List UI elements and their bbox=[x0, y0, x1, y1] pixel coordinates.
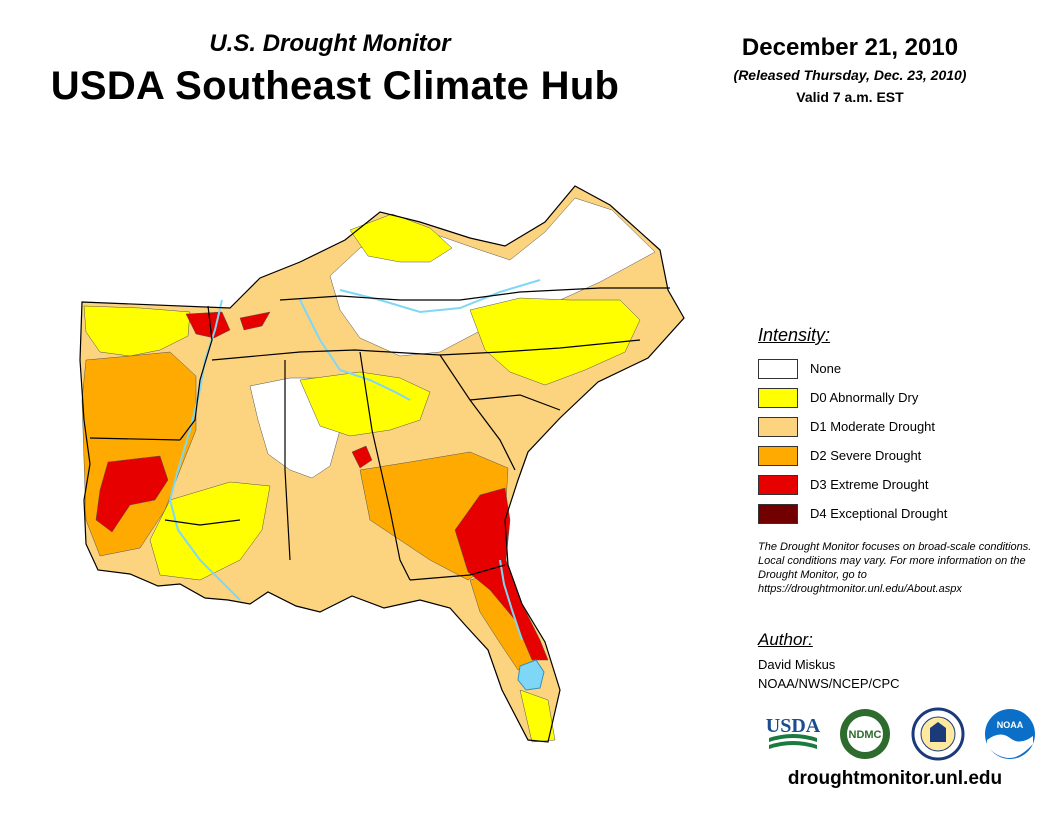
southeast-drought-map bbox=[79, 185, 685, 743]
region-d0-tennessee bbox=[299, 371, 431, 437]
region-d3-kentucky bbox=[185, 311, 231, 339]
noaa-logo-text: NOAA bbox=[997, 720, 1024, 730]
legend-swatch-d1 bbox=[758, 416, 798, 437]
legend-item-d0: D0 Abnormally Dry bbox=[758, 383, 947, 412]
usda-logo-text: USDA bbox=[766, 715, 821, 737]
state-borders bbox=[79, 185, 685, 743]
water-features bbox=[168, 279, 545, 691]
region-d3-alabama bbox=[351, 445, 373, 469]
legend-label: None bbox=[810, 361, 842, 376]
legend-label: D0 Abnormally Dry bbox=[810, 390, 919, 405]
region-d3-kentucky-east bbox=[239, 311, 271, 331]
legend-item-none: None bbox=[758, 354, 947, 383]
legend-label: D3 Extreme Drought bbox=[810, 477, 929, 492]
legend-swatch-d3 bbox=[758, 474, 798, 495]
legend-label: D1 Moderate Drought bbox=[810, 419, 936, 434]
legend-item-d3: D3 Extreme Drought bbox=[758, 470, 947, 499]
region-d3-louisiana bbox=[95, 455, 169, 533]
noaa-logo: NOAA bbox=[985, 709, 1035, 759]
legend-label: D2 Severe Drought bbox=[810, 448, 922, 463]
region-d0-gulf bbox=[149, 481, 271, 581]
map-date: December 21, 2010 bbox=[741, 34, 959, 61]
author-organization: NOAA/NWS/NCEP/CPC bbox=[758, 676, 900, 691]
legend-item-d4: D4 Exceptional Drought bbox=[758, 499, 947, 528]
author-heading: Author: bbox=[758, 630, 813, 649]
valid-time: Valid 7 a.m. EST bbox=[796, 89, 904, 105]
ndmc-logo: NDMC bbox=[840, 709, 890, 759]
legend-item-d1: D1 Moderate Drought bbox=[758, 412, 947, 441]
tennessee-river bbox=[299, 299, 411, 401]
map-title: USDA Southeast Climate Hub bbox=[50, 64, 620, 108]
legend: None D0 Abnormally Dry D1 Moderate Droug… bbox=[758, 354, 947, 528]
lake-okeechobee bbox=[517, 659, 545, 691]
map-subtitle: U.S. Drought Monitor bbox=[209, 30, 451, 57]
region-d0-northwest bbox=[83, 305, 191, 357]
release-date: (Released Thursday, Dec. 23, 2010) bbox=[733, 67, 967, 83]
legend-swatch-d2 bbox=[758, 445, 798, 466]
st-johns-river bbox=[499, 559, 523, 641]
agency-logos: USDA NDMC NOAA bbox=[766, 707, 1035, 761]
map-regions bbox=[79, 185, 685, 743]
legend-swatch-d0 bbox=[758, 387, 798, 408]
usda-logo: USDA bbox=[766, 715, 821, 749]
legend-item-d2: D2 Severe Drought bbox=[758, 441, 947, 470]
region-d0-florida-south bbox=[519, 689, 556, 743]
legend-swatch-d4 bbox=[758, 503, 798, 524]
legend-swatch-none bbox=[758, 358, 798, 379]
mississippi-river bbox=[168, 299, 241, 601]
author-name: David Miskus bbox=[758, 657, 836, 672]
commerce-seal bbox=[911, 707, 965, 761]
legend-label: D4 Exceptional Drought bbox=[810, 506, 948, 521]
drought-monitor-note: The Drought Monitor focuses on broad-sca… bbox=[758, 541, 1032, 595]
drought-monitor-website-link[interactable]: droughtmonitor.unl.edu bbox=[787, 768, 1003, 789]
ndmc-logo-text: NDMC bbox=[849, 729, 882, 741]
legend-title: Intensity: bbox=[758, 325, 831, 345]
region-d0-virginia bbox=[469, 297, 641, 386]
